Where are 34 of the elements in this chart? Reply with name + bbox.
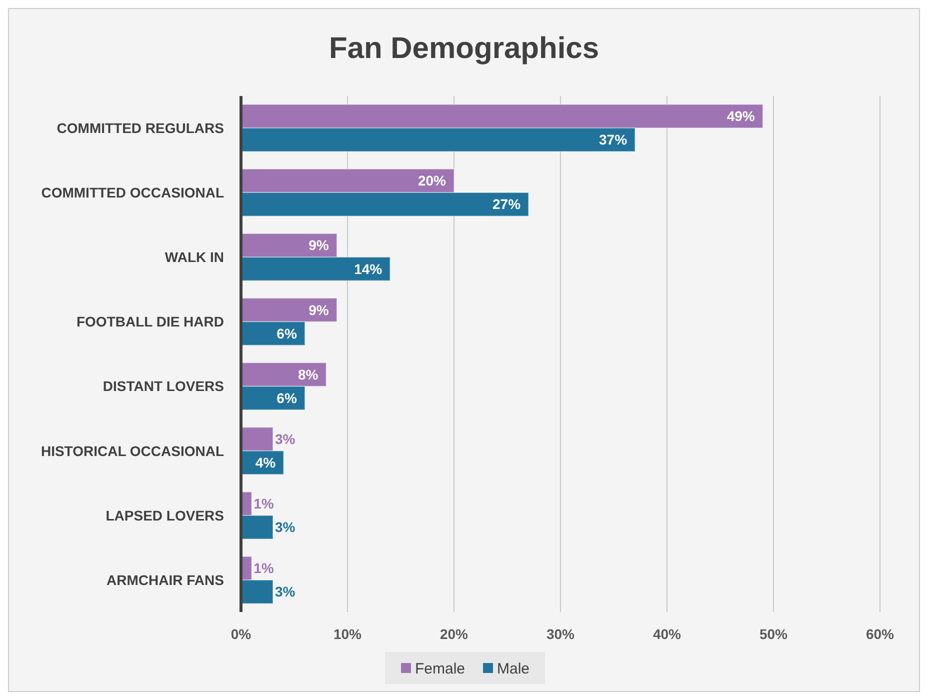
x-tick-label: 20% [440,626,469,642]
x-tick-label: 50% [759,626,788,642]
x-tick-label: 30% [546,626,576,642]
data-label: 27% [492,196,522,212]
data-label: 8% [298,366,319,382]
x-tick-label: 60% [866,626,895,642]
y-tick-label: COMMITTED OCCASIONAL [41,184,224,200]
legend-label: Female [415,660,466,678]
y-tick-label: COMMITTED REGULARS [56,120,224,136]
data-label: 1% [254,496,274,512]
y-tick-label: DISTANT LOVERS [102,378,224,394]
x-tick-label: 10% [333,626,362,642]
chart-title: Fan Demographics [328,32,600,65]
data-label: 14% [354,260,383,277]
data-label: 3% [274,519,296,536]
data-label: 6% [276,390,298,406]
data-label: 9% [308,237,330,254]
x-tick-label: 40% [652,626,682,642]
data-label: 4% [255,454,276,471]
data-label: 3% [274,430,296,447]
y-tick-label: ARMCHAIR FANS [106,572,224,588]
data-label: 37% [599,132,628,148]
data-label: 49% [726,108,756,124]
data-label: 6% [276,325,298,342]
y-tick-label: LAPSED LOVERS [106,507,224,524]
data-label: 1% [254,560,274,576]
legend-label: Male [497,660,530,678]
data-label: 3% [274,584,296,600]
data-label: 9% [308,302,330,318]
y-tick-label: HISTORICAL OCCASIONAL [40,442,224,459]
y-tick-label: FOOTBALL DIE HARD [76,314,224,330]
x-tick-label: 0% [230,626,252,642]
data-label: 20% [418,172,447,189]
y-tick-label: WALK IN [164,249,224,266]
